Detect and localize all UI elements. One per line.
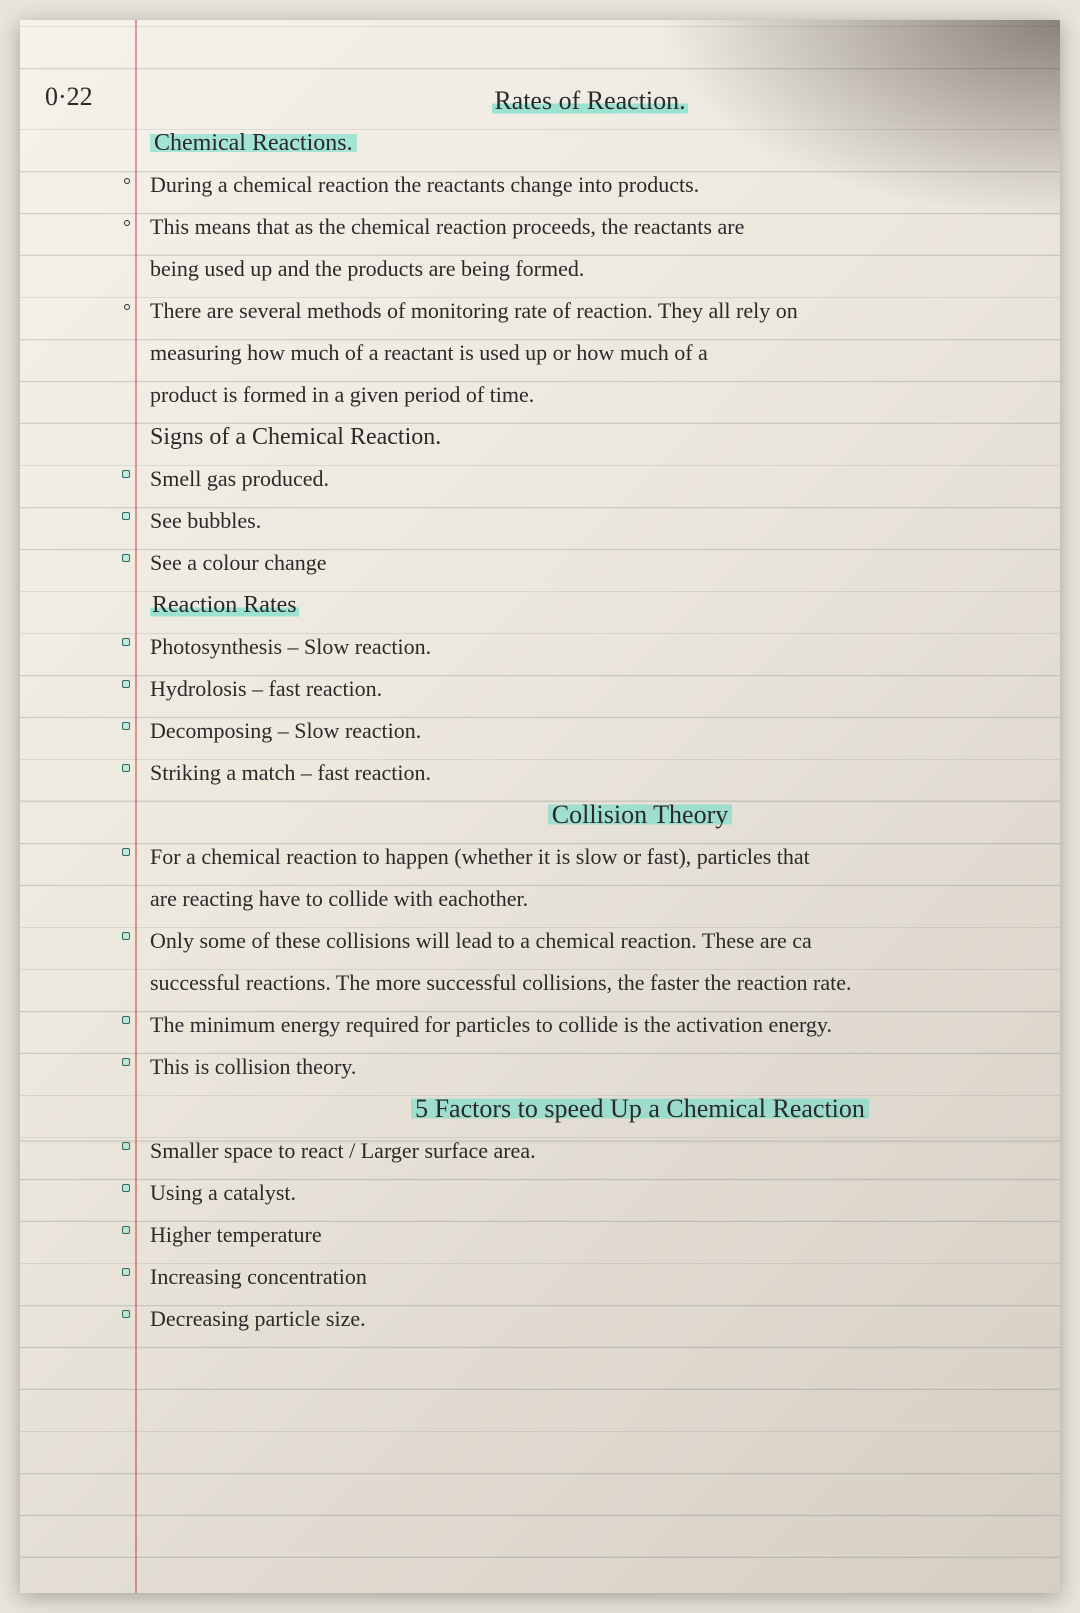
bullet-line: There are several methods of monitoring … [150, 290, 1030, 332]
section-heading-chemical-reactions: Chemical Reactions. [150, 122, 1030, 164]
bullet-icon [122, 1310, 130, 1318]
bullet-icon [122, 848, 130, 856]
bullet-icon [122, 680, 130, 688]
wrap-line: successful reactions. The more successfu… [150, 962, 1030, 1004]
bullet-line: Using a catalyst. [150, 1172, 1030, 1214]
bullet-icon [122, 764, 130, 772]
bullet-line: Increasing concentration [150, 1256, 1030, 1298]
bullet-icon [122, 722, 130, 730]
notebook-paper: 0·22 Rates of Reaction. Chemical Reactio… [20, 20, 1060, 1593]
bullet-icon [122, 1142, 130, 1150]
wrap-line: being used up and the products are being… [150, 248, 1030, 290]
bullet-line: Higher temperature [150, 1214, 1030, 1256]
margin-line [135, 20, 137, 1593]
bullet-line: Photosynthesis – Slow reaction. [150, 626, 1030, 668]
bullet-icon [122, 1226, 130, 1234]
bullet-icon [124, 304, 130, 310]
bullet-line: See bubbles. [150, 500, 1030, 542]
section-heading-rates: Reaction Rates [150, 584, 1030, 626]
bullet-line: Smell gas produced. [150, 458, 1030, 500]
bullet-icon [122, 470, 130, 478]
section-heading-factors: 5 Factors to speed Up a Chemical Reactio… [250, 1088, 1030, 1130]
bullet-line: Decreasing particle size. [150, 1298, 1030, 1340]
bullet-icon [124, 178, 130, 184]
bullet-icon [122, 1268, 130, 1276]
bullet-line: Striking a match – fast reaction. [150, 752, 1030, 794]
bullet-icon [122, 932, 130, 940]
bullet-icon [124, 220, 130, 226]
bullet-line: This means that as the chemical reaction… [150, 206, 1030, 248]
bullet-icon [122, 1016, 130, 1024]
page-date: 0·22 [45, 82, 93, 112]
bullet-line: See a colour change [150, 542, 1030, 584]
bullet-line: Only some of these collisions will lead … [150, 920, 1030, 962]
bullet-line: Hydrolosis – fast reaction. [150, 668, 1030, 710]
section-heading-collision: Collision Theory [250, 794, 1030, 836]
bullet-line: This is collision theory. [150, 1046, 1030, 1088]
wrap-line: product is formed in a given period of t… [150, 374, 1030, 416]
page-content: Rates of Reaction. Chemical Reactions. D… [150, 80, 1030, 1340]
bullet-icon [122, 1058, 130, 1066]
bullet-icon [122, 554, 130, 562]
bullet-icon [122, 1184, 130, 1192]
bullet-icon [122, 512, 130, 520]
wrap-line: measuring how much of a reactant is used… [150, 332, 1030, 374]
page-title: Rates of Reaction. [150, 80, 1030, 122]
bullet-line: Decomposing – Slow reaction. [150, 710, 1030, 752]
bullet-line: The minimum energy required for particle… [150, 1004, 1030, 1046]
section-heading-signs: Signs of a Chemical Reaction. [150, 416, 1030, 458]
bullet-line: Smaller space to react / Larger surface … [150, 1130, 1030, 1172]
bullet-icon [122, 638, 130, 646]
wrap-line: are reacting have to collide with eachot… [150, 878, 1030, 920]
bullet-line: During a chemical reaction the reactants… [150, 164, 1030, 206]
bullet-line: For a chemical reaction to happen (wheth… [150, 836, 1030, 878]
